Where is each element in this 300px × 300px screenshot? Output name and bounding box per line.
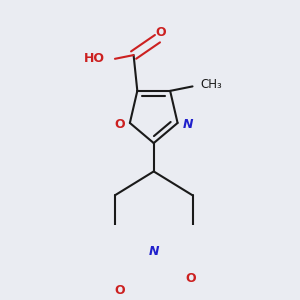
Text: N: N bbox=[183, 118, 193, 131]
Text: N: N bbox=[148, 245, 159, 258]
Text: O: O bbox=[185, 272, 196, 285]
Text: O: O bbox=[155, 26, 166, 39]
Text: O: O bbox=[114, 118, 125, 131]
Text: O: O bbox=[115, 284, 125, 296]
Text: HO: HO bbox=[83, 52, 104, 65]
Text: CH₃: CH₃ bbox=[200, 78, 222, 92]
